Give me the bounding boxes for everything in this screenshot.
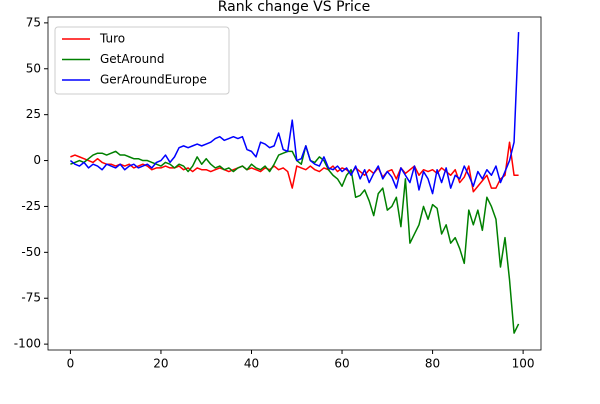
series-line	[69, 32, 520, 195]
x-tick-label: 40	[244, 357, 259, 371]
legend-label: Turo	[99, 32, 125, 46]
y-tick-label: -75	[21, 291, 41, 305]
legend-label: GetAround	[100, 52, 164, 66]
legend-label: GerAroundEurope	[100, 73, 207, 87]
x-tick-label: 100	[512, 357, 535, 371]
legend-box	[54, 26, 230, 95]
chart-title: Rank change VS Price	[218, 0, 370, 15]
series-line	[70, 145, 520, 334]
y-tick-label: 50	[26, 61, 41, 75]
y-tick-label: 0	[33, 153, 41, 167]
y-tick-label: 25	[26, 107, 41, 121]
y-tick-label: -25	[21, 199, 41, 213]
x-tick-label: 20	[153, 357, 168, 371]
x-tick-label: 80	[425, 357, 440, 371]
x-tick-label: 60	[334, 357, 349, 371]
y-tick-label: 75	[26, 15, 41, 29]
axes-frame	[47, 16, 542, 351]
y-tick-label: -100	[14, 337, 41, 351]
x-tick-label: 0	[67, 357, 75, 371]
y-tick-label: -50	[21, 245, 41, 259]
